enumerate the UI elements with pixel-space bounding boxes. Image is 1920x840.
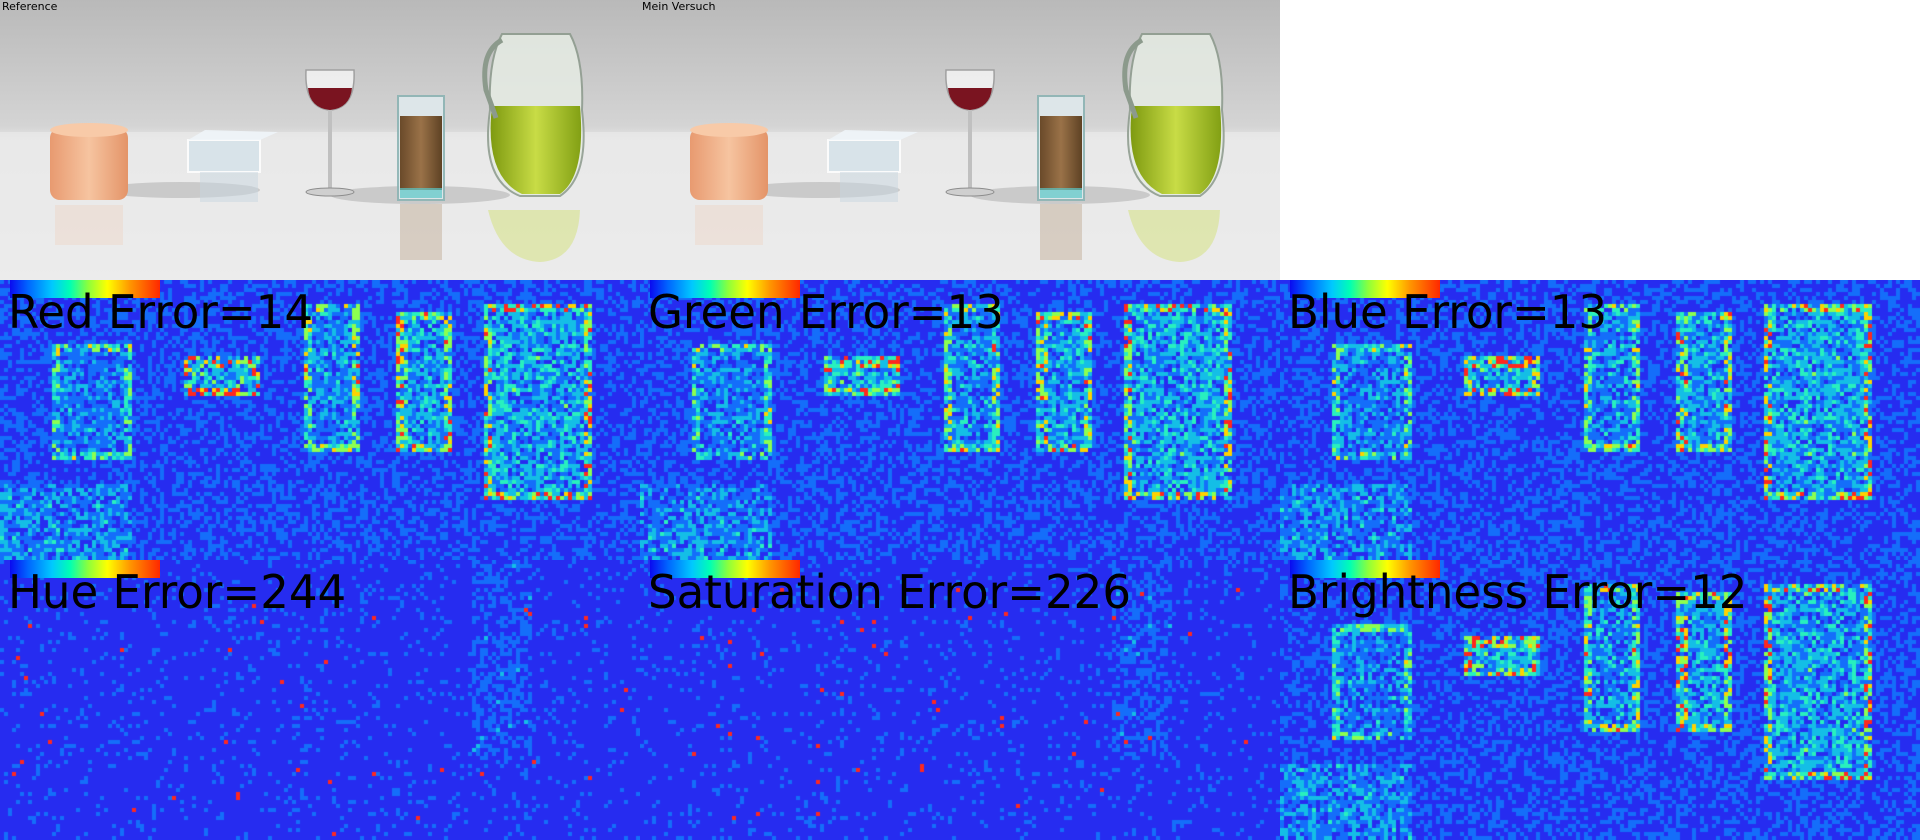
brightness-error-heatmap	[1280, 560, 1920, 840]
brightness-error-map: Brightness Error=12	[1280, 560, 1920, 840]
brightness-error-title: Brightness Error=12	[1288, 565, 1748, 619]
saturation-error-map: Saturation Error=226	[640, 560, 1280, 840]
reference-render-panel: Reference	[0, 0, 640, 280]
error-colorbar	[650, 560, 800, 578]
error-colorbar	[1290, 560, 1440, 578]
saturation-error-heatmap	[640, 560, 1280, 840]
red-error-heatmap	[0, 280, 640, 560]
attempt-label: Mein Versuch	[642, 0, 716, 13]
hue-error-heatmap	[0, 560, 640, 840]
error-colorbar	[10, 560, 160, 578]
green-error-title: Green Error=13	[648, 285, 1004, 339]
red-error-title: Red Error=14	[8, 285, 313, 339]
error-colorbar	[650, 280, 800, 298]
empty-panel	[1280, 0, 1920, 280]
green-error-heatmap	[640, 280, 1280, 560]
red-error-map: Red Error=14	[0, 280, 640, 560]
saturation-error-title: Saturation Error=226	[648, 565, 1132, 619]
green-error-map: Green Error=13	[640, 280, 1280, 560]
blue-error-map: Blue Error=13	[1280, 280, 1920, 560]
hue-error-title: Hue Error=244	[8, 565, 347, 619]
reference-scene	[0, 0, 640, 280]
blue-error-title: Blue Error=13	[1288, 285, 1608, 339]
attempt-scene	[640, 0, 1280, 280]
error-colorbar	[10, 280, 160, 298]
hue-error-map: Hue Error=244	[0, 560, 640, 840]
blue-error-heatmap	[1280, 280, 1920, 560]
attempt-render-panel: Mein Versuch	[640, 0, 1280, 280]
reference-label: Reference	[2, 0, 58, 13]
error-colorbar	[1290, 280, 1440, 298]
